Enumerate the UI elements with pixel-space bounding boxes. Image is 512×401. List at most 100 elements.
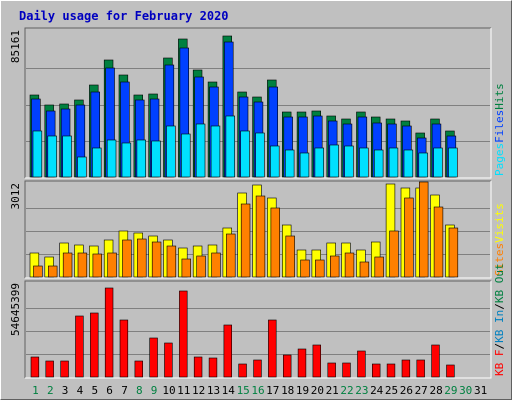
bar-sites xyxy=(151,241,162,278)
bar-kb-f xyxy=(164,342,173,378)
bar-kb-f xyxy=(253,359,262,378)
legend-entry: KB In xyxy=(493,310,506,343)
bar-sites xyxy=(448,227,459,278)
bar-sites xyxy=(270,207,280,278)
panel-border-dark xyxy=(24,180,491,278)
bar-pages xyxy=(270,145,280,178)
day-label: 22 xyxy=(340,384,353,397)
bar-kb-f xyxy=(208,357,218,378)
day-label: 5 xyxy=(91,384,98,397)
bar-sites xyxy=(329,255,340,278)
panel-hits-files-pages: 85161 PagesFilesHits xyxy=(9,27,506,179)
bar-pages xyxy=(373,149,384,178)
bar-pages xyxy=(92,147,102,178)
bar-kb-f xyxy=(149,337,158,378)
bar-pages xyxy=(106,139,117,178)
bar-pages xyxy=(77,156,87,178)
bar-sites xyxy=(166,245,177,278)
bar-sites xyxy=(211,252,221,278)
bar-sites xyxy=(181,258,191,278)
bar-kb-f xyxy=(193,356,203,378)
panel-visits-sites: 3012 SitesVisits xyxy=(9,180,506,279)
chart-panels: 85161 PagesFilesHits 3012 SitesVisits 546453… xyxy=(9,27,506,379)
bar-kb-f xyxy=(75,315,84,378)
day-label: 25 xyxy=(385,384,398,397)
day-label: 6 xyxy=(106,384,113,397)
legend-entry: Pages xyxy=(493,143,506,176)
ymax-label: 54645399 xyxy=(9,283,22,336)
bar-kb-f xyxy=(416,359,425,378)
bar-sites xyxy=(122,239,132,278)
legend: PagesFilesHits xyxy=(493,83,506,176)
bar-sites xyxy=(47,265,58,278)
day-label: 31 xyxy=(474,384,487,397)
day-label: 26 xyxy=(400,384,413,397)
legend-entry: KB F xyxy=(493,350,506,377)
day-label: 17 xyxy=(266,384,279,397)
legend-entry: / xyxy=(493,343,506,350)
day-label: 24 xyxy=(370,384,384,397)
legend-entry: Sites xyxy=(493,243,506,276)
bar-kb-f xyxy=(238,363,247,378)
bar-kb-f xyxy=(312,344,321,378)
bar-pages xyxy=(255,132,265,178)
day-label: 18 xyxy=(281,384,294,397)
day-label: 3 xyxy=(62,384,69,397)
day-label: 20 xyxy=(311,384,324,397)
bar-kb-f xyxy=(357,350,366,378)
bar-kb-f xyxy=(386,363,396,378)
bar-pages xyxy=(314,147,324,178)
day-label: 1 xyxy=(32,384,39,397)
bar-sites xyxy=(315,259,325,278)
bar-sites xyxy=(62,252,73,278)
legend-entry: Hits xyxy=(493,83,506,110)
bar-sites xyxy=(344,252,355,278)
bar-pages xyxy=(195,123,206,178)
bar-kb-f xyxy=(282,354,292,378)
bar-sites xyxy=(196,255,206,278)
bar-kb-f xyxy=(268,319,277,378)
day-label: 30 xyxy=(459,384,472,397)
bar-pages xyxy=(181,133,191,178)
bar-pages xyxy=(344,145,354,178)
bar-kb-f xyxy=(446,364,455,378)
day-label: 13 xyxy=(207,384,220,397)
bar-kb-f xyxy=(371,363,381,378)
bar-pages xyxy=(121,142,132,178)
day-label: 4 xyxy=(77,384,84,397)
bar-kb-f xyxy=(60,360,69,378)
bar-kb-f xyxy=(342,362,351,378)
day-label: 21 xyxy=(326,384,339,397)
ymax-label: 85161 xyxy=(9,30,22,63)
day-label: 19 xyxy=(296,384,309,397)
day-label: 23 xyxy=(355,384,368,397)
bar-kb-f xyxy=(223,324,232,378)
bar-pages xyxy=(359,147,369,178)
bar-sites xyxy=(107,252,117,278)
day-label: 16 xyxy=(251,384,264,397)
bar-kb-f xyxy=(401,359,411,378)
bar-kb-f xyxy=(90,312,99,378)
bar-sites xyxy=(137,238,147,278)
panel-border-dark xyxy=(24,280,491,378)
ymax-label: 3012 xyxy=(9,183,22,210)
panel-border-light xyxy=(25,28,492,179)
bar-pages xyxy=(418,152,428,178)
day-label: 11 xyxy=(177,384,190,397)
legend-entry: / xyxy=(493,303,506,310)
day-label: 9 xyxy=(151,384,158,397)
panel-border-light xyxy=(25,281,492,379)
bar-pages xyxy=(433,147,443,178)
bar-sites xyxy=(374,256,384,278)
bar-sites xyxy=(240,203,251,278)
day-label: 27 xyxy=(415,384,428,397)
day-label: 14 xyxy=(222,384,236,397)
bar-sites xyxy=(255,195,266,278)
legend: KB F/KB In/KB Out xyxy=(493,263,506,376)
day-label: 12 xyxy=(192,384,205,397)
day-axis: 1 2 3 4 5 6 7 8 9 10 11 12 13 14 15 16 17 18 19 20 21 22 23 24 2… xyxy=(32,384,487,397)
bar-pages xyxy=(151,140,161,178)
bar-kb-f xyxy=(327,362,336,378)
